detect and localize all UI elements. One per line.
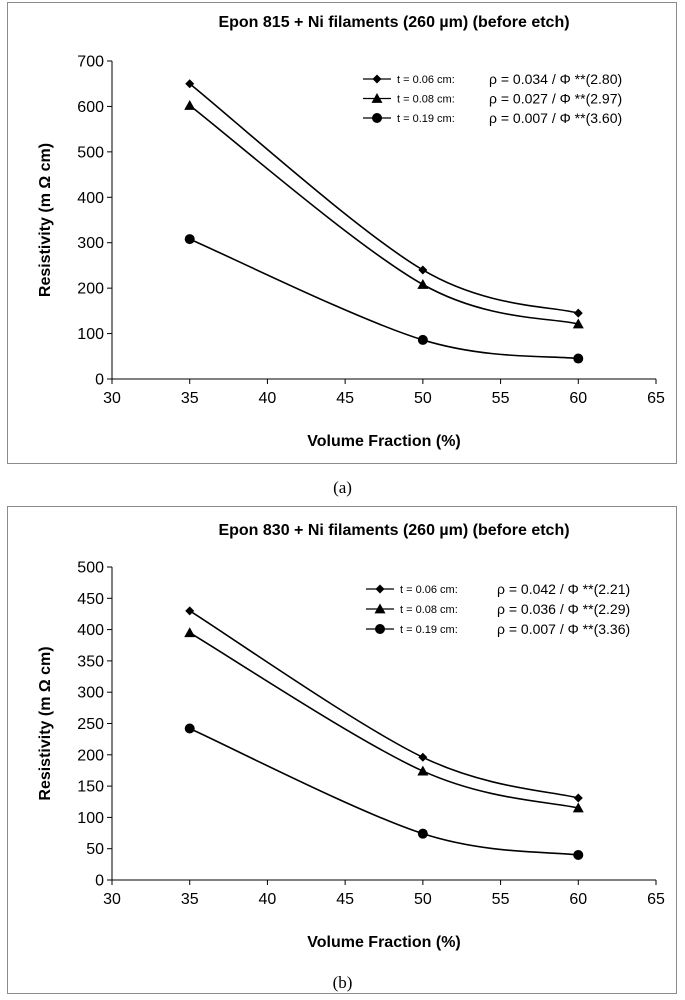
legend-equation-2: ρ = 0.027 / Φ **(2.97)	[489, 91, 622, 107]
x-tick-label: 30	[103, 390, 121, 407]
legend-marker-3	[372, 113, 382, 123]
data-point-s2-3	[572, 802, 584, 813]
y-tick-label: 350	[77, 653, 104, 670]
chart-a: Epon 815 + Ni filaments (260 µm) (before…	[37, 14, 665, 450]
x-tick-label: 60	[569, 390, 587, 407]
x-tick-label: 30	[103, 891, 121, 908]
legend-marker-2	[374, 603, 386, 614]
series-line-1	[189, 83, 579, 314]
legend-label-1: t = 0.06 cm:	[400, 584, 458, 596]
x-axis-label: Volume Fraction (%)	[307, 934, 461, 951]
data-point-s2-2	[417, 279, 429, 289]
x-tick-label: 50	[414, 891, 432, 908]
y-tick-label: 0	[95, 873, 104, 890]
data-point-s3-2	[417, 828, 428, 839]
y-axis-label: Resistivity (m Ω cm)	[37, 646, 54, 800]
legend-label-1: t = 0.06 cm:	[397, 74, 455, 86]
x-tick-label: 55	[492, 891, 510, 908]
series-line-2	[189, 104, 579, 325]
y-tick-label: 200	[77, 281, 104, 298]
legend-equation-3: ρ = 0.007 / Φ **(3.36)	[497, 621, 630, 637]
y-tick-label: 300	[77, 685, 104, 702]
y-tick-label: 100	[77, 326, 104, 343]
data-point-s2-1	[184, 100, 196, 110]
series-line-3	[189, 727, 579, 856]
data-point-s2-2	[417, 765, 429, 776]
series-line-2	[189, 632, 579, 809]
chart-title: Epon 815 + Ni filaments (260 µm) (before…	[218, 14, 569, 31]
x-tick-label: 35	[181, 891, 199, 908]
y-tick-label: 150	[77, 779, 104, 796]
y-axis-label: Resistivity (m Ω cm)	[37, 143, 54, 297]
legend-label-2: t = 0.08 cm:	[400, 604, 458, 616]
x-tick-label: 65	[647, 390, 665, 407]
data-point-s1-3	[573, 308, 583, 318]
data-point-s1-1	[185, 79, 195, 89]
y-tick-label: 100	[77, 810, 104, 827]
data-point-s3-3	[573, 849, 584, 860]
y-tick-label: 0	[95, 372, 104, 389]
data-point-s1-2	[418, 752, 428, 762]
x-tick-label: 45	[336, 891, 354, 908]
chart-b: Epon 830 + Ni filaments (260 µm) (before…	[37, 522, 665, 951]
data-point-s3-3	[573, 353, 584, 364]
y-tick-label: 450	[77, 591, 104, 608]
legend-marker-1	[375, 584, 385, 594]
y-tick-label: 600	[77, 99, 104, 116]
legend-marker-1	[372, 74, 382, 84]
caption-b: (b)	[332, 973, 353, 992]
legend-equation-3: ρ = 0.007 / Φ **(3.60)	[489, 110, 622, 126]
legend-label-3: t = 0.19 cm:	[400, 624, 458, 636]
x-tick-label: 45	[336, 390, 354, 407]
data-point-s1-3	[573, 793, 583, 803]
data-point-s3-2	[417, 334, 428, 345]
y-tick-label: 500	[77, 560, 104, 577]
y-tick-label: 50	[86, 841, 104, 858]
data-point-s3-1	[184, 234, 195, 245]
legend-equation-1: ρ = 0.042 / Φ **(2.21)	[497, 581, 630, 597]
series-line-3	[189, 238, 579, 360]
data-point-s2-3	[572, 318, 584, 329]
y-tick-label: 300	[77, 235, 104, 252]
legend-label-3: t = 0.19 cm:	[397, 113, 455, 125]
chart-title: Epon 830 + Ni filaments (260 µm) (before…	[218, 522, 569, 539]
data-point-s1-2	[418, 265, 428, 275]
legend-marker-3	[375, 624, 385, 634]
legend-equation-1: ρ = 0.034 / Φ **(2.80)	[489, 71, 622, 87]
legend-marker-2	[371, 93, 383, 103]
data-point-s2-1	[184, 627, 196, 638]
x-tick-label: 40	[259, 891, 277, 908]
caption-a: (a)	[333, 478, 352, 497]
x-tick-label: 60	[569, 891, 587, 908]
x-tick-label: 40	[259, 390, 277, 407]
data-point-s3-1	[184, 723, 195, 734]
y-tick-label: 250	[77, 716, 104, 733]
chart-panel-a: Epon 815 + Ni filaments (260 µm) (before…	[7, 2, 677, 464]
y-tick-label: 700	[77, 54, 104, 71]
x-axis-label: Volume Fraction (%)	[307, 433, 461, 450]
y-tick-label: 200	[77, 747, 104, 764]
y-tick-label: 400	[77, 190, 104, 207]
legend-equation-2: ρ = 0.036 / Φ **(2.29)	[497, 601, 630, 617]
y-tick-label: 500	[77, 144, 104, 161]
x-tick-label: 55	[492, 390, 510, 407]
series-line-1	[189, 610, 579, 799]
x-tick-label: 50	[414, 390, 432, 407]
y-tick-label: 400	[77, 622, 104, 639]
x-tick-label: 35	[181, 390, 199, 407]
chart-panel-b: Epon 830 + Ni filaments (260 µm) (before…	[7, 506, 677, 994]
legend-label-2: t = 0.08 cm:	[397, 94, 455, 106]
data-point-s1-1	[185, 606, 195, 616]
x-tick-label: 65	[647, 891, 665, 908]
